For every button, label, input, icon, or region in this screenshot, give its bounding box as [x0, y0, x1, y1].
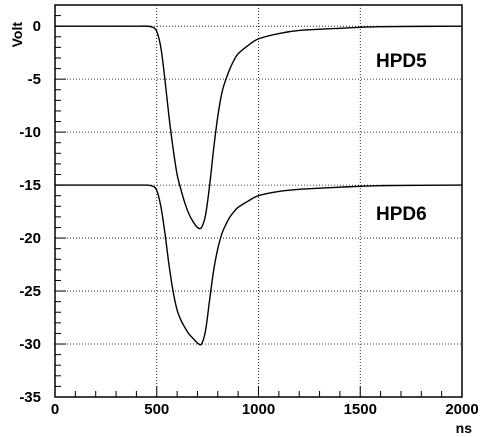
y-tick-label: -25 — [19, 283, 41, 300]
series-line-hpd6 — [55, 184, 463, 346]
x-tick-label: 1000 — [242, 401, 275, 418]
ticks — [54, 4, 463, 398]
series-label-hpd6: HPD6 — [376, 204, 427, 225]
y-tick-label: -35 — [19, 389, 41, 406]
y-axis-title: Volt — [9, 22, 25, 48]
y-tick-label: 0 — [33, 18, 41, 35]
y-tick-label: -15 — [19, 177, 41, 194]
x-tick-label: 1500 — [344, 401, 377, 418]
y-tick-label: -10 — [19, 124, 41, 141]
y-tick-label: -30 — [19, 336, 41, 353]
y-tick-label: -20 — [19, 230, 41, 247]
x-axis-title: ns — [456, 420, 473, 436]
series-lines — [55, 25, 463, 346]
x-tick-label: 0 — [51, 401, 59, 418]
tick-labels: 0 500 1000 1500 2000 0 -5 -10 -15 -20 -25 -30 -35 — [19, 18, 478, 418]
x-tick-label: 2000 — [445, 401, 478, 418]
series-label-hpd5: HPD5 — [376, 51, 427, 72]
series-line-hpd5 — [55, 25, 463, 230]
y-tick-label: -5 — [28, 71, 41, 88]
x-tick-label: 500 — [144, 401, 169, 418]
